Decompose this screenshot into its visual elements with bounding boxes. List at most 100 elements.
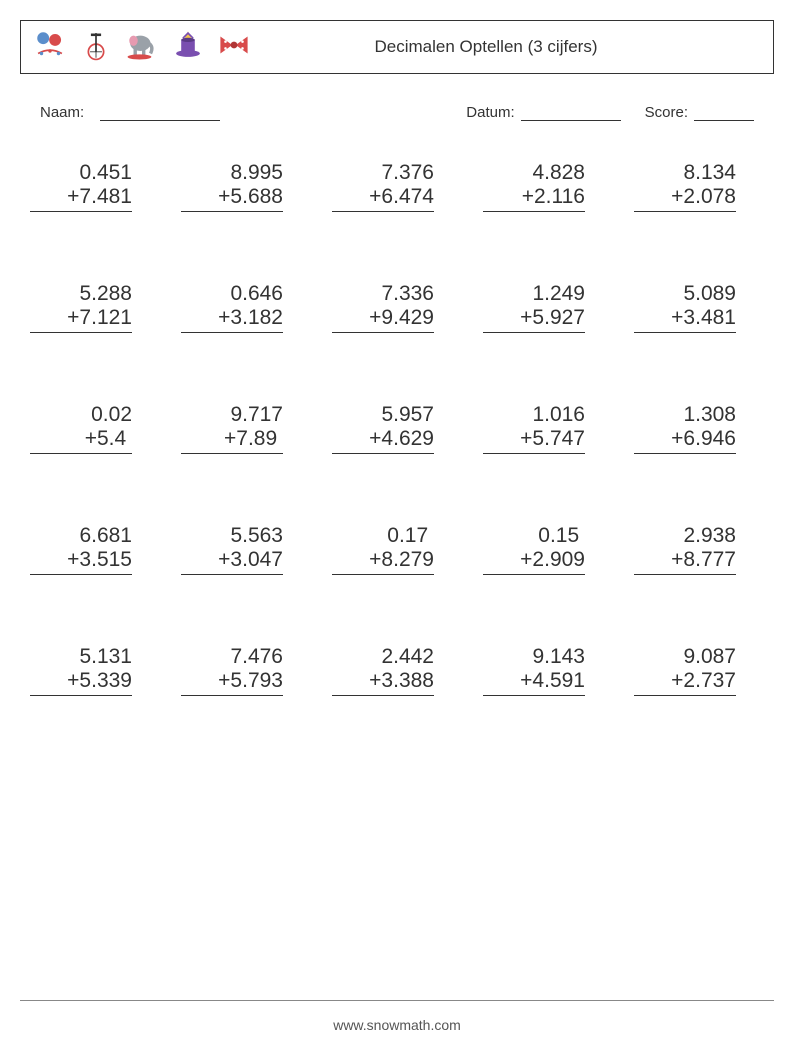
score-label: Score: <box>645 104 688 121</box>
problem: 5.131+5.339 <box>30 645 160 696</box>
problem: 5.288+7.121 <box>30 282 160 333</box>
problem: 0.451+7.481 <box>30 161 160 212</box>
addend-top: 0.451 <box>30 161 132 185</box>
problem: 0.646+3.182 <box>181 282 311 333</box>
name-label: Naam: <box>40 104 100 121</box>
problem: 7.336+9.429 <box>332 282 462 333</box>
problem: 5.089+3.481 <box>634 282 764 333</box>
addend-bottom: +5.747 <box>483 427 585 454</box>
footer: www.snowmath.com <box>0 1000 794 1033</box>
addend-bottom: +3.047 <box>181 548 283 575</box>
info-row: Naam: Datum: Score: <box>20 104 774 121</box>
addend-bottom: +2.909 <box>483 548 585 575</box>
problem: 0.15 +2.909 <box>483 524 613 575</box>
problem: 1.016+5.747 <box>483 403 613 454</box>
addend-bottom: +2.116 <box>483 185 585 212</box>
addend-bottom: +2.078 <box>634 185 736 212</box>
problem: 8.995+5.688 <box>181 161 311 212</box>
problem: 7.476+5.793 <box>181 645 311 696</box>
addend-bottom: +7.121 <box>30 306 132 333</box>
addend-bottom: +7.481 <box>30 185 132 212</box>
bowtie-icon <box>217 28 251 67</box>
addend-bottom: +3.481 <box>634 306 736 333</box>
problems-grid: 0.451+7.4818.995+5.6887.376+6.4744.828+2… <box>20 161 774 696</box>
footer-url: www.snowmath.com <box>333 1017 461 1033</box>
score-blank <box>694 104 754 121</box>
problem: 4.828+2.116 <box>483 161 613 212</box>
addend-top: 5.957 <box>332 403 434 427</box>
problem: 0.17 +8.279 <box>332 524 462 575</box>
problem: 9.087+2.737 <box>634 645 764 696</box>
addend-top: 8.134 <box>634 161 736 185</box>
date-label: Datum: <box>466 104 514 121</box>
addend-top: 5.089 <box>634 282 736 306</box>
addend-top: 0.646 <box>181 282 283 306</box>
problem: 0.02+5.4 <box>30 403 160 454</box>
addend-top: 7.476 <box>181 645 283 669</box>
addend-top: 1.308 <box>634 403 736 427</box>
addend-top: 5.288 <box>30 282 132 306</box>
addend-top: 9.087 <box>634 645 736 669</box>
addend-bottom: +5.339 <box>30 669 132 696</box>
addend-top: 9.143 <box>483 645 585 669</box>
addend-bottom: +5.4 <box>30 427 132 454</box>
addend-bottom: +8.279 <box>332 548 434 575</box>
name-blank <box>100 104 220 121</box>
header-box: Decimalen Optellen (3 cijfers) <box>20 20 774 74</box>
addend-top: 8.995 <box>181 161 283 185</box>
worksheet-title: Decimalen Optellen (3 cijfers) <box>251 37 761 57</box>
header-icons <box>33 28 251 67</box>
addend-top: 6.681 <box>30 524 132 548</box>
addend-bottom: +6.474 <box>332 185 434 212</box>
unicycle-icon <box>79 28 113 67</box>
addend-bottom: +5.927 <box>483 306 585 333</box>
magic-hat-icon <box>171 28 205 67</box>
addend-bottom: +9.429 <box>332 306 434 333</box>
addend-bottom: +5.793 <box>181 669 283 696</box>
problem-row: 5.131+5.339 7.476+5.793 2.442+3.388 9.143+4… <box>30 645 764 696</box>
addend-bottom: +8.777 <box>634 548 736 575</box>
addend-bottom: +4.591 <box>483 669 585 696</box>
addend-bottom: +5.688 <box>181 185 283 212</box>
problem-row: 5.288+7.121 0.646+3.182 7.336+9.429 1.249+5… <box>30 282 764 333</box>
footer-rule <box>20 1000 774 1001</box>
problem: 1.249+5.927 <box>483 282 613 333</box>
problem: 5.563+3.047 <box>181 524 311 575</box>
problem: 2.442+3.388 <box>332 645 462 696</box>
clowns-icon <box>33 28 67 67</box>
problem: 2.938+8.777 <box>634 524 764 575</box>
addend-top: 7.376 <box>332 161 434 185</box>
addend-bottom: +3.182 <box>181 306 283 333</box>
addend-top: 0.17 <box>332 524 434 548</box>
problem: 1.308+6.946 <box>634 403 764 454</box>
addend-top: 0.02 <box>30 403 132 427</box>
addend-top: 9.717 <box>181 403 283 427</box>
addend-top: 0.15 <box>483 524 585 548</box>
addend-bottom: +7.89 <box>181 427 283 454</box>
problem: 9.717+7.89 <box>181 403 311 454</box>
addend-top: 1.249 <box>483 282 585 306</box>
addend-top: 7.336 <box>332 282 434 306</box>
addend-top: 4.828 <box>483 161 585 185</box>
problem-row: 6.681+3.515 5.563+3.047 0.17 +8.279 0.15 +2… <box>30 524 764 575</box>
addend-bottom: +6.946 <box>634 427 736 454</box>
addend-bottom: +2.737 <box>634 669 736 696</box>
addend-bottom: +3.515 <box>30 548 132 575</box>
problem: 8.134+2.078 <box>634 161 764 212</box>
problem-row: 0.02+5.4 9.717+7.89 5.957+4.629 1.016+5.7… <box>30 403 764 454</box>
addend-top: 5.131 <box>30 645 132 669</box>
addend-bottom: +4.629 <box>332 427 434 454</box>
date-blank <box>521 104 621 121</box>
elephant-icon <box>125 28 159 67</box>
addend-bottom: +3.388 <box>332 669 434 696</box>
problem: 7.376+6.474 <box>332 161 462 212</box>
addend-top: 1.016 <box>483 403 585 427</box>
addend-top: 2.938 <box>634 524 736 548</box>
problem: 6.681+3.515 <box>30 524 160 575</box>
addend-top: 5.563 <box>181 524 283 548</box>
problem-row: 0.451+7.4818.995+5.6887.376+6.4744.828+2… <box>30 161 764 212</box>
problem: 9.143+4.591 <box>483 645 613 696</box>
problem: 5.957+4.629 <box>332 403 462 454</box>
worksheet-page: Decimalen Optellen (3 cijfers) Naam: Dat… <box>0 0 794 1053</box>
addend-top: 2.442 <box>332 645 434 669</box>
